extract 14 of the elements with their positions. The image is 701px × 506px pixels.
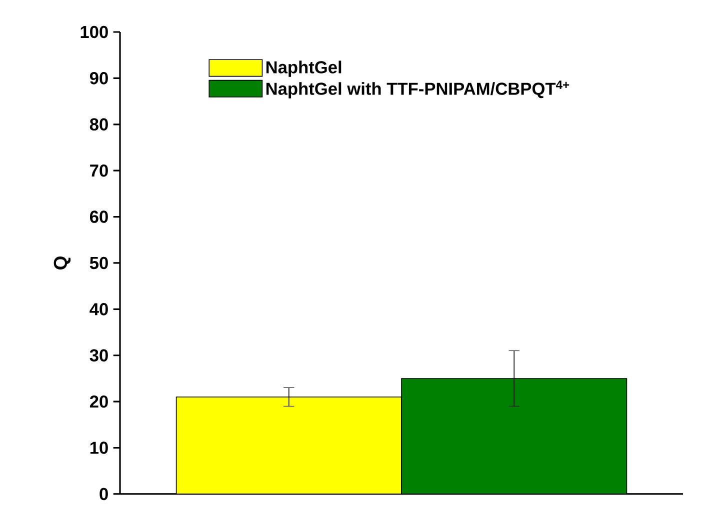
- legend-label: NaphtGel: [266, 60, 342, 77]
- y-tick-label: 60: [90, 210, 108, 223]
- y-tick-label: 50: [90, 256, 108, 270]
- y-tick-label: 70: [90, 164, 108, 177]
- y-tick-label: 100: [80, 26, 108, 38]
- y-tick-label: 30: [90, 349, 108, 362]
- y-tick-label: 20: [90, 395, 108, 408]
- y-tick-label: 80: [90, 118, 108, 131]
- y-axis-title: Q: [54, 256, 71, 270]
- y-tick-label: 40: [90, 303, 108, 316]
- y-tick-label: 90: [90, 72, 108, 84]
- y-tick-label: 10: [90, 442, 108, 454]
- legend-label: NaphtGel with TTF-PNIPAM/CBPQT$^{4+}$: [266, 80, 570, 98]
- y-tick-label: 0: [100, 488, 108, 500]
